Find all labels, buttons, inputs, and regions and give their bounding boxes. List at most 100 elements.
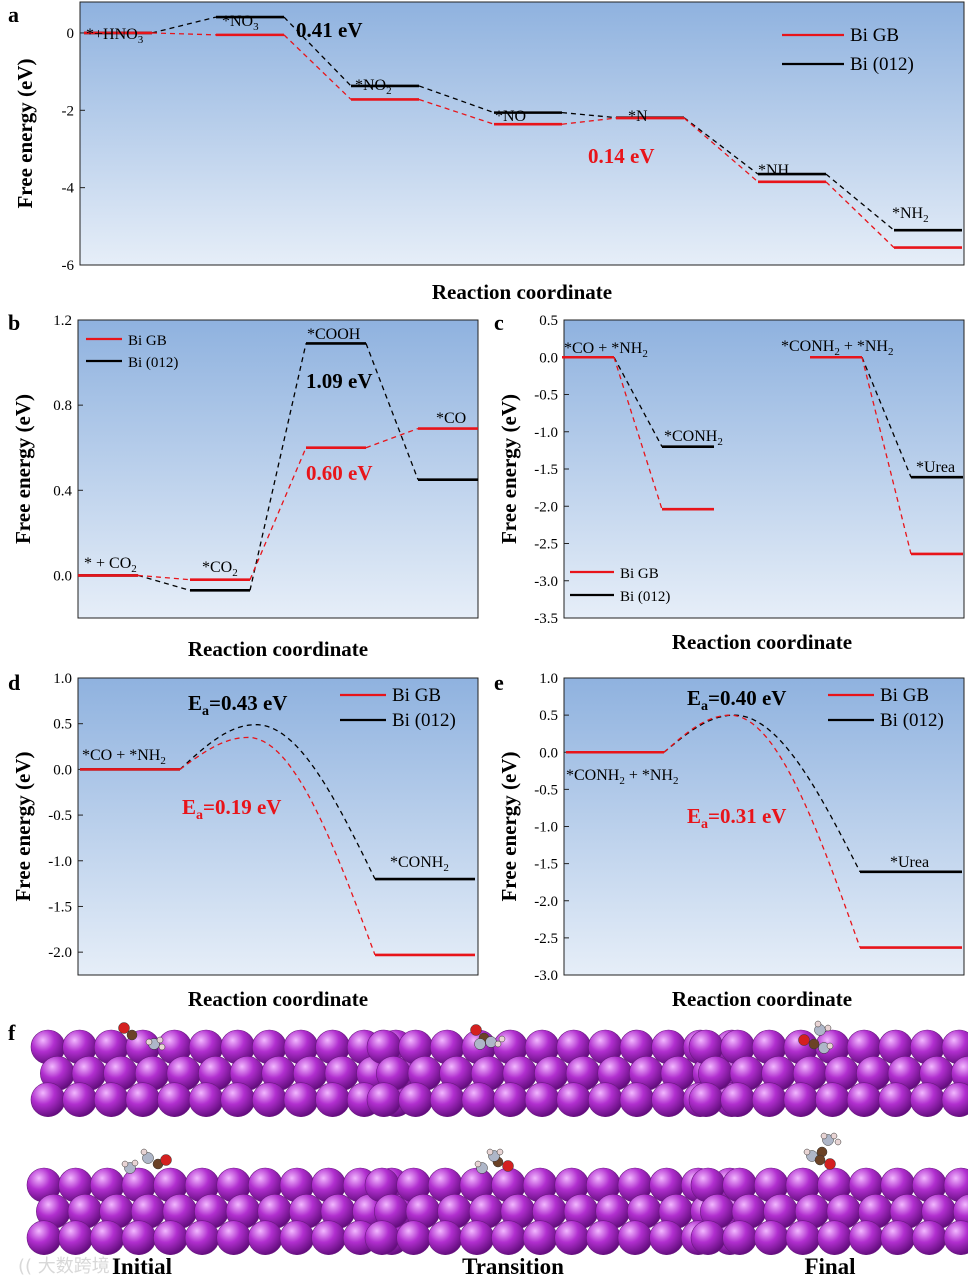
bi-atom xyxy=(783,1082,819,1117)
connector-c-BiGB-2 xyxy=(861,357,912,555)
atom-N xyxy=(142,1152,154,1164)
atom-O xyxy=(470,1024,482,1036)
structure-title-final: Final xyxy=(804,1254,855,1279)
connector-b-Bi012-1 xyxy=(249,343,307,591)
bi-atom xyxy=(121,1220,157,1255)
atom-O xyxy=(160,1154,172,1166)
legend-label-a-1: Bi (012) xyxy=(850,54,914,75)
y-tick-label-d-2: 0.0 xyxy=(53,762,72,778)
annotation-prefix: E xyxy=(687,804,701,828)
y-tick-label-d-4: -1.0 xyxy=(48,854,72,870)
legend-label-c-1: Bi (012) xyxy=(620,589,670,605)
state-label-e-0-sub2: 2 xyxy=(673,775,679,787)
step-label-b-0-main: * + CO xyxy=(84,555,131,572)
annotation-prefix: E xyxy=(182,795,196,819)
step-label-a-2-sub: 2 xyxy=(386,85,392,97)
x-axis-label-e: Reaction coordinate xyxy=(672,987,852,1011)
state-label-d-0-main: *CO + *NH xyxy=(82,747,161,764)
chart-c: 0.5 0.0 -0.5 -1.0 -1.5 -2.0 -2.5 -3.0 -3.5 Free e… xyxy=(497,313,965,654)
legend-label-d-1: Bi (012) xyxy=(392,710,456,731)
step-label-b-2-main: *COOH xyxy=(307,326,361,343)
atom-H xyxy=(803,1148,811,1156)
step-label-a-5-main: *NH xyxy=(758,162,790,179)
bi-atom xyxy=(459,1220,495,1255)
bi-atom xyxy=(26,1220,62,1255)
connector-a-BiGB-4 xyxy=(683,117,759,183)
x-axis-label-d: Reaction coordinate xyxy=(188,987,368,1011)
y-tick-label-e-1: 0.5 xyxy=(539,708,558,724)
bi-atom xyxy=(941,1082,968,1117)
y-tick-label-c-1: 0.0 xyxy=(539,350,558,366)
bi-atom xyxy=(58,1220,93,1255)
bi-atom xyxy=(880,1220,916,1255)
y-tick-label-e-6: -2.0 xyxy=(534,894,558,910)
annotation-e-1: Ea=0.31 eV xyxy=(687,804,786,832)
y-tick-label-b-3: 1.2 xyxy=(53,313,72,329)
legend-label-c-0: Bi GB xyxy=(620,566,659,582)
bi-atom xyxy=(220,1082,256,1117)
atom-N xyxy=(474,1038,486,1050)
atom-H xyxy=(140,1148,148,1156)
annotation-d-0: Ea=0.43 eV xyxy=(188,691,287,719)
bi-atom xyxy=(848,1220,884,1255)
connector-a-Bi012-4 xyxy=(683,117,759,175)
plot-frame-a xyxy=(79,1,965,266)
state-label-d-1: *CONH2 xyxy=(390,854,449,874)
bi-atom xyxy=(753,1220,789,1255)
step-label-c-2-main: *CONH xyxy=(781,338,835,355)
step-label-b-3: *CO xyxy=(436,410,466,427)
bi-atom xyxy=(912,1220,947,1255)
atom-O xyxy=(118,1022,130,1034)
annotation-value: =0.31 eV xyxy=(708,804,786,828)
bi-slab-5 xyxy=(690,1167,968,1255)
plot-background-d xyxy=(78,678,478,975)
bi-atom xyxy=(252,1082,287,1117)
legend-label-b-0: Bi GB xyxy=(128,333,167,349)
connector-a-BiGB-1 xyxy=(283,34,352,100)
annotation-b-0: 1.09 eV xyxy=(306,369,373,393)
step-label-a-3-main: *NO xyxy=(495,108,526,125)
structure-title-transition: Transition xyxy=(462,1254,564,1279)
annotation-sub: a xyxy=(701,817,708,832)
bi-atom xyxy=(62,1082,97,1117)
atom-H xyxy=(496,1148,504,1156)
y-tick-label-c-6: -2.5 xyxy=(534,537,558,553)
step-label-b-3-main: *CO xyxy=(436,410,466,427)
legend-label-e-1: Bi (012) xyxy=(880,710,944,731)
step-label-a-6-sub: 2 xyxy=(923,213,929,225)
barrier-curve-d-BiGB xyxy=(179,736,376,956)
state-label-d-0-sub: 2 xyxy=(160,755,166,767)
molecule-final-top xyxy=(798,1020,834,1054)
barrier-curve-d-Bi012 xyxy=(179,724,376,880)
y-tick-label-d-0: 1.0 xyxy=(53,671,72,687)
step-label-a-0: *+HNO3 xyxy=(86,26,144,46)
legend-label-d-0: Bi GB xyxy=(392,685,441,706)
panel-label-e: e xyxy=(494,670,504,695)
step-label-a-0-sub: 3 xyxy=(138,34,144,46)
atom-H xyxy=(826,1042,834,1050)
atom-H xyxy=(145,1038,153,1046)
y-tick-label-a-0: 0 xyxy=(67,26,75,42)
connector-a-BiGB-0 xyxy=(151,32,217,36)
y-axis-label-d: Free energy (eV) xyxy=(11,751,35,901)
molecule-final-bottom xyxy=(803,1132,842,1170)
step-label-c-1-main: *CONH xyxy=(664,428,718,445)
x-axis-label-b: Reaction coordinate xyxy=(188,637,368,661)
state-label-e-1-main: *Urea xyxy=(890,854,929,871)
bi-atom xyxy=(216,1220,252,1255)
y-tick-label-e-2: 0.0 xyxy=(539,745,558,761)
annotation-sub: a xyxy=(701,699,708,714)
bi-atom xyxy=(398,1082,433,1117)
connector-a-Bi012-3 xyxy=(561,111,617,119)
panel-label-layer: a b c d e f Initial Transition Final xyxy=(8,2,856,1279)
connector-b-BiGB-2 xyxy=(365,427,419,449)
y-axis-label-c: Free energy (eV) xyxy=(497,394,521,544)
annotation-e-0: Ea=0.40 eV xyxy=(687,686,786,714)
bi-atom xyxy=(157,1082,192,1117)
y-tick-label-d-1: 0.5 xyxy=(53,717,72,733)
bi-atom xyxy=(588,1082,623,1117)
connector-b-Bi012-0 xyxy=(137,574,191,591)
atom-H xyxy=(121,1160,129,1168)
step-label-a-4-main: *N xyxy=(628,108,648,125)
state-label-d-1-main: *CONH xyxy=(390,854,444,871)
